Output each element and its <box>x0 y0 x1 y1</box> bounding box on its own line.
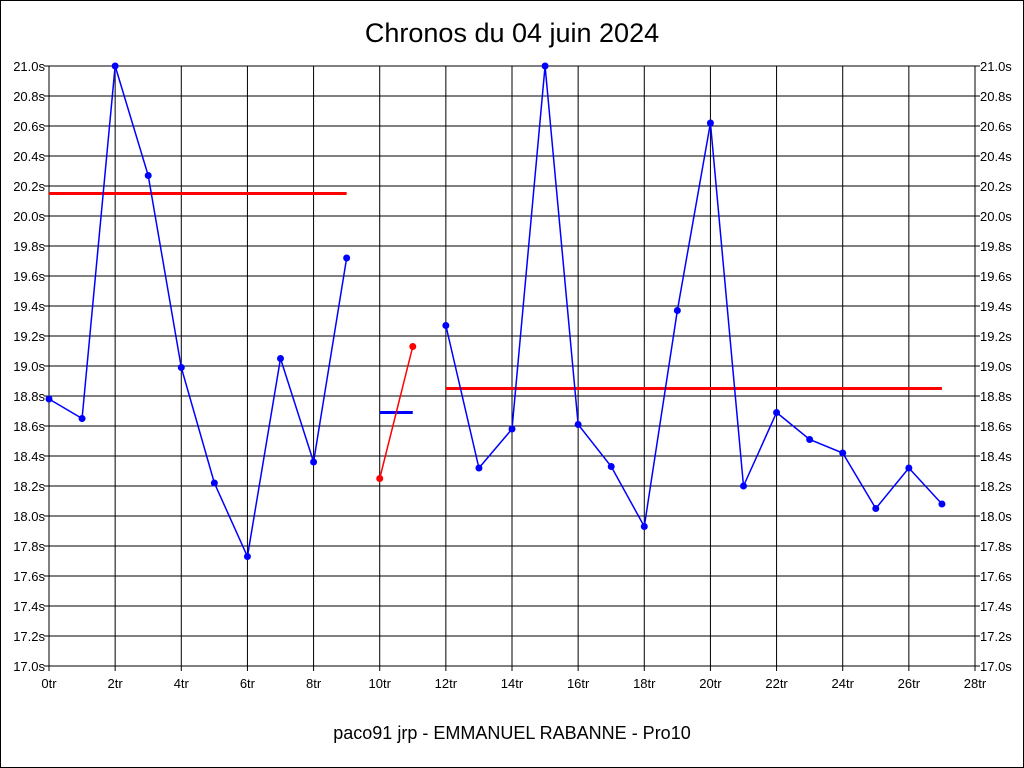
x-tick-label: 14tr <box>501 676 524 691</box>
data-point <box>806 436 814 443</box>
y-tick-label-left: 17.6s <box>13 569 45 584</box>
y-tick-label-right: 17.4s <box>980 599 1012 614</box>
x-tick-label: 12tr <box>435 676 458 691</box>
data-point <box>673 307 681 314</box>
data-point <box>773 409 781 416</box>
y-tick-label-left: 17.4s <box>13 599 45 614</box>
data-point <box>541 62 549 70</box>
y-tick-label-right: 19.4s <box>980 299 1012 314</box>
x-tick-label: 2tr <box>108 676 124 691</box>
y-tick-label-left: 20.0s <box>13 209 45 224</box>
data-point <box>144 172 152 179</box>
y-tick-label-right: 18.2s <box>980 479 1012 494</box>
data-point <box>607 463 615 470</box>
x-tick-label: 0tr <box>41 676 57 691</box>
series-line <box>445 65 943 529</box>
data-point <box>277 355 284 362</box>
y-tick-label-right: 17.0s <box>980 659 1012 674</box>
y-tick-label-left: 19.6s <box>13 269 45 284</box>
x-tick-label: 22tr <box>765 676 788 691</box>
y-tick-label-right: 18.4s <box>980 449 1012 464</box>
data-point <box>177 364 185 371</box>
data-point <box>574 421 582 428</box>
x-tick-label: 6tr <box>240 676 256 691</box>
y-tick-label-right: 20.2s <box>980 179 1012 194</box>
x-tick-label: 26tr <box>898 676 921 691</box>
series-line <box>48 65 348 560</box>
y-tick-label-right: 20.4s <box>980 149 1012 164</box>
y-tick-label-left: 19.4s <box>13 299 45 314</box>
data-point <box>310 458 318 466</box>
data-point <box>111 62 119 70</box>
x-tick-label: 18tr <box>633 676 656 691</box>
data-point <box>45 395 53 403</box>
data-point <box>376 475 384 482</box>
y-tick-label-right: 19.2s <box>980 329 1012 344</box>
y-tick-label-right: 19.8s <box>980 239 1012 254</box>
y-tick-label-left: 18.6s <box>13 419 45 434</box>
data-point <box>872 505 880 512</box>
data-point <box>905 464 913 472</box>
y-tick-label-right: 18.8s <box>980 389 1012 404</box>
y-tick-label-left: 17.8s <box>13 539 45 554</box>
data-point <box>938 500 946 508</box>
y-tick-label-right: 17.2s <box>980 629 1012 644</box>
y-tick-label-left: 18.0s <box>13 509 45 524</box>
chart-footer: paco91 jrp - EMMANUEL RABANNE - Pro10 <box>333 723 691 743</box>
y-tick-label-left: 20.6s <box>13 119 45 134</box>
y-tick-label-right: 19.6s <box>980 269 1012 284</box>
plot-border <box>48 65 976 667</box>
chart-title: Chronos du 04 juin 2024 <box>364 18 660 48</box>
y-tick-label-left: 19.0s <box>13 359 45 374</box>
data-point <box>475 464 483 472</box>
y-tick-label-right: 18.0s <box>980 509 1012 524</box>
data-point <box>740 482 747 490</box>
y-tick-label-right: 20.6s <box>980 119 1012 134</box>
y-tick-label-left: 17.2s <box>13 629 45 644</box>
data-point <box>78 415 86 422</box>
y-tick-label-left: 18.2s <box>13 479 45 494</box>
x-tick-label: 28tr <box>964 676 987 691</box>
y-tick-label-left: 20.8s <box>13 89 45 104</box>
x-tick-label: 8tr <box>306 676 322 691</box>
y-tick-label-right: 17.8s <box>980 539 1012 554</box>
data-point <box>640 523 648 530</box>
y-tick-label-left: 17.0s <box>13 659 45 674</box>
data-point <box>210 479 218 487</box>
y-tick-label-left: 19.8s <box>13 239 45 254</box>
x-tick-label: 10tr <box>369 676 392 691</box>
y-tick-label-left: 18.8s <box>13 389 45 404</box>
y-tick-label-left: 19.2s <box>13 329 45 344</box>
x-tick-label: 20tr <box>699 676 722 691</box>
y-tick-label-right: 21.0s <box>980 59 1012 74</box>
y-tick-label-right: 17.6s <box>980 569 1012 584</box>
y-tick-label-left: 20.4s <box>13 149 45 164</box>
data-point <box>343 254 351 262</box>
series-line <box>378 346 414 479</box>
data-point <box>839 449 847 457</box>
data-point <box>508 425 516 433</box>
data-point <box>409 343 417 350</box>
x-tick-label: 16tr <box>567 676 590 691</box>
y-tick-label-right: 18.6s <box>980 419 1012 434</box>
y-tick-label-left: 20.2s <box>13 179 45 194</box>
data-point <box>243 553 251 560</box>
y-tick-label-right: 20.0s <box>980 209 1012 224</box>
x-tick-label: 4tr <box>174 676 190 691</box>
y-tick-label-right: 20.8s <box>980 89 1012 104</box>
data-point <box>442 322 450 329</box>
y-tick-label-right: 19.0s <box>980 359 1012 374</box>
data-point <box>706 119 714 127</box>
x-tick-label: 24tr <box>832 676 855 691</box>
y-tick-label-left: 21.0s <box>13 59 45 74</box>
y-tick-label-left: 18.4s <box>13 449 45 464</box>
